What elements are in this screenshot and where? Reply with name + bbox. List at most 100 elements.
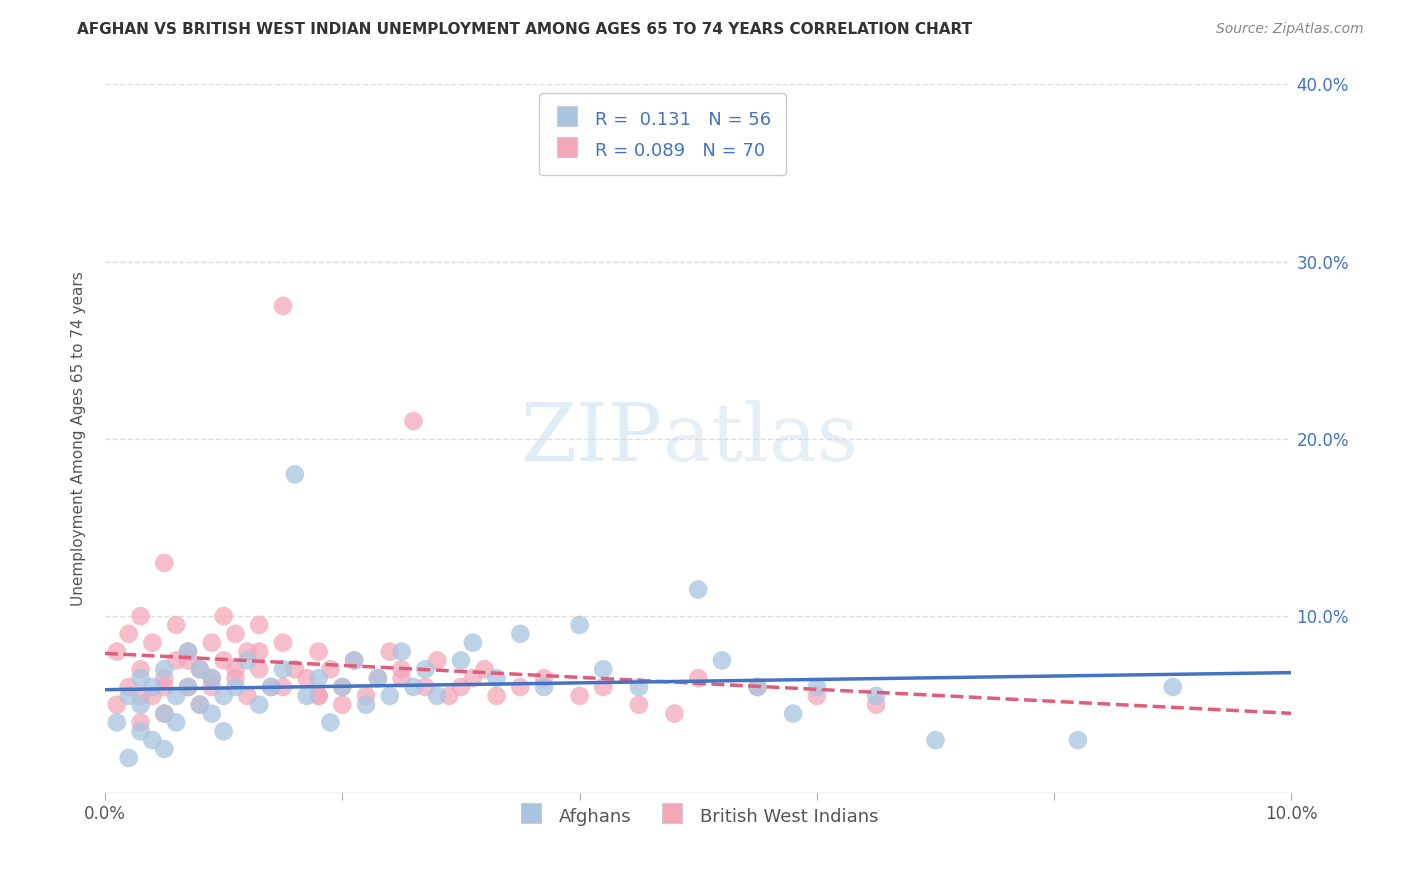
Point <box>308 689 330 703</box>
Point <box>129 698 152 712</box>
Point <box>426 689 449 703</box>
Point <box>247 662 270 676</box>
Point <box>308 671 330 685</box>
Point <box>450 653 472 667</box>
Point <box>533 671 555 685</box>
Point <box>710 653 733 667</box>
Point <box>284 467 307 482</box>
Point <box>1161 680 1184 694</box>
Point <box>201 706 224 721</box>
Point <box>330 698 353 712</box>
Point <box>177 680 200 694</box>
Point <box>165 618 187 632</box>
Point <box>391 644 413 658</box>
Point <box>378 644 401 658</box>
Point <box>201 671 224 685</box>
Point <box>129 715 152 730</box>
Text: AFGHAN VS BRITISH WEST INDIAN UNEMPLOYMENT AMONG AGES 65 TO 74 YEARS CORRELATION: AFGHAN VS BRITISH WEST INDIAN UNEMPLOYME… <box>77 22 973 37</box>
Point <box>177 680 200 694</box>
Point <box>188 662 211 676</box>
Point <box>129 662 152 676</box>
Point <box>865 689 887 703</box>
Point <box>485 671 508 685</box>
Point <box>806 680 828 694</box>
Point <box>295 671 318 685</box>
Point <box>592 662 614 676</box>
Point <box>271 680 294 694</box>
Point <box>247 698 270 712</box>
Point <box>236 653 259 667</box>
Point <box>177 653 200 667</box>
Point <box>688 582 710 597</box>
Point <box>224 671 246 685</box>
Point <box>391 662 413 676</box>
Point <box>212 724 235 739</box>
Point <box>474 662 496 676</box>
Point <box>865 698 887 712</box>
Point <box>485 689 508 703</box>
Point <box>153 556 176 570</box>
Point <box>129 689 152 703</box>
Point <box>177 644 200 658</box>
Point <box>450 680 472 694</box>
Point <box>627 680 650 694</box>
Point <box>308 644 330 658</box>
Point <box>806 689 828 703</box>
Point <box>295 689 318 703</box>
Point <box>308 689 330 703</box>
Point <box>153 706 176 721</box>
Point <box>330 680 353 694</box>
Point <box>271 636 294 650</box>
Point <box>141 733 163 747</box>
Point <box>354 698 377 712</box>
Point <box>188 662 211 676</box>
Point <box>212 609 235 624</box>
Point <box>391 671 413 685</box>
Text: atlas: atlas <box>662 400 858 478</box>
Point <box>461 636 484 650</box>
Point <box>165 715 187 730</box>
Point <box>236 689 259 703</box>
Point <box>201 680 224 694</box>
Point <box>378 689 401 703</box>
Point <box>212 653 235 667</box>
Point <box>319 715 342 730</box>
Point <box>224 680 246 694</box>
Point <box>343 653 366 667</box>
Point <box>105 644 128 658</box>
Point <box>747 680 769 694</box>
Point <box>568 689 591 703</box>
Point <box>129 724 152 739</box>
Point <box>236 644 259 658</box>
Point <box>177 644 200 658</box>
Point <box>165 689 187 703</box>
Point <box>568 618 591 632</box>
Point <box>415 680 437 694</box>
Point <box>188 698 211 712</box>
Point <box>141 636 163 650</box>
Legend: Afghans, British West Indians: Afghans, British West Indians <box>510 797 886 834</box>
Point <box>153 706 176 721</box>
Point <box>141 689 163 703</box>
Point <box>1067 733 1090 747</box>
Point <box>509 627 531 641</box>
Point <box>402 680 425 694</box>
Point <box>354 689 377 703</box>
Point <box>153 671 176 685</box>
Point <box>105 715 128 730</box>
Point <box>165 653 187 667</box>
Point <box>129 671 152 685</box>
Point <box>415 662 437 676</box>
Point <box>201 636 224 650</box>
Point <box>461 671 484 685</box>
Point <box>367 671 389 685</box>
Point <box>271 662 294 676</box>
Point <box>188 698 211 712</box>
Text: ZIP: ZIP <box>520 400 662 478</box>
Point <box>319 662 342 676</box>
Point <box>105 698 128 712</box>
Point <box>212 689 235 703</box>
Point <box>367 671 389 685</box>
Point <box>141 680 163 694</box>
Point <box>201 671 224 685</box>
